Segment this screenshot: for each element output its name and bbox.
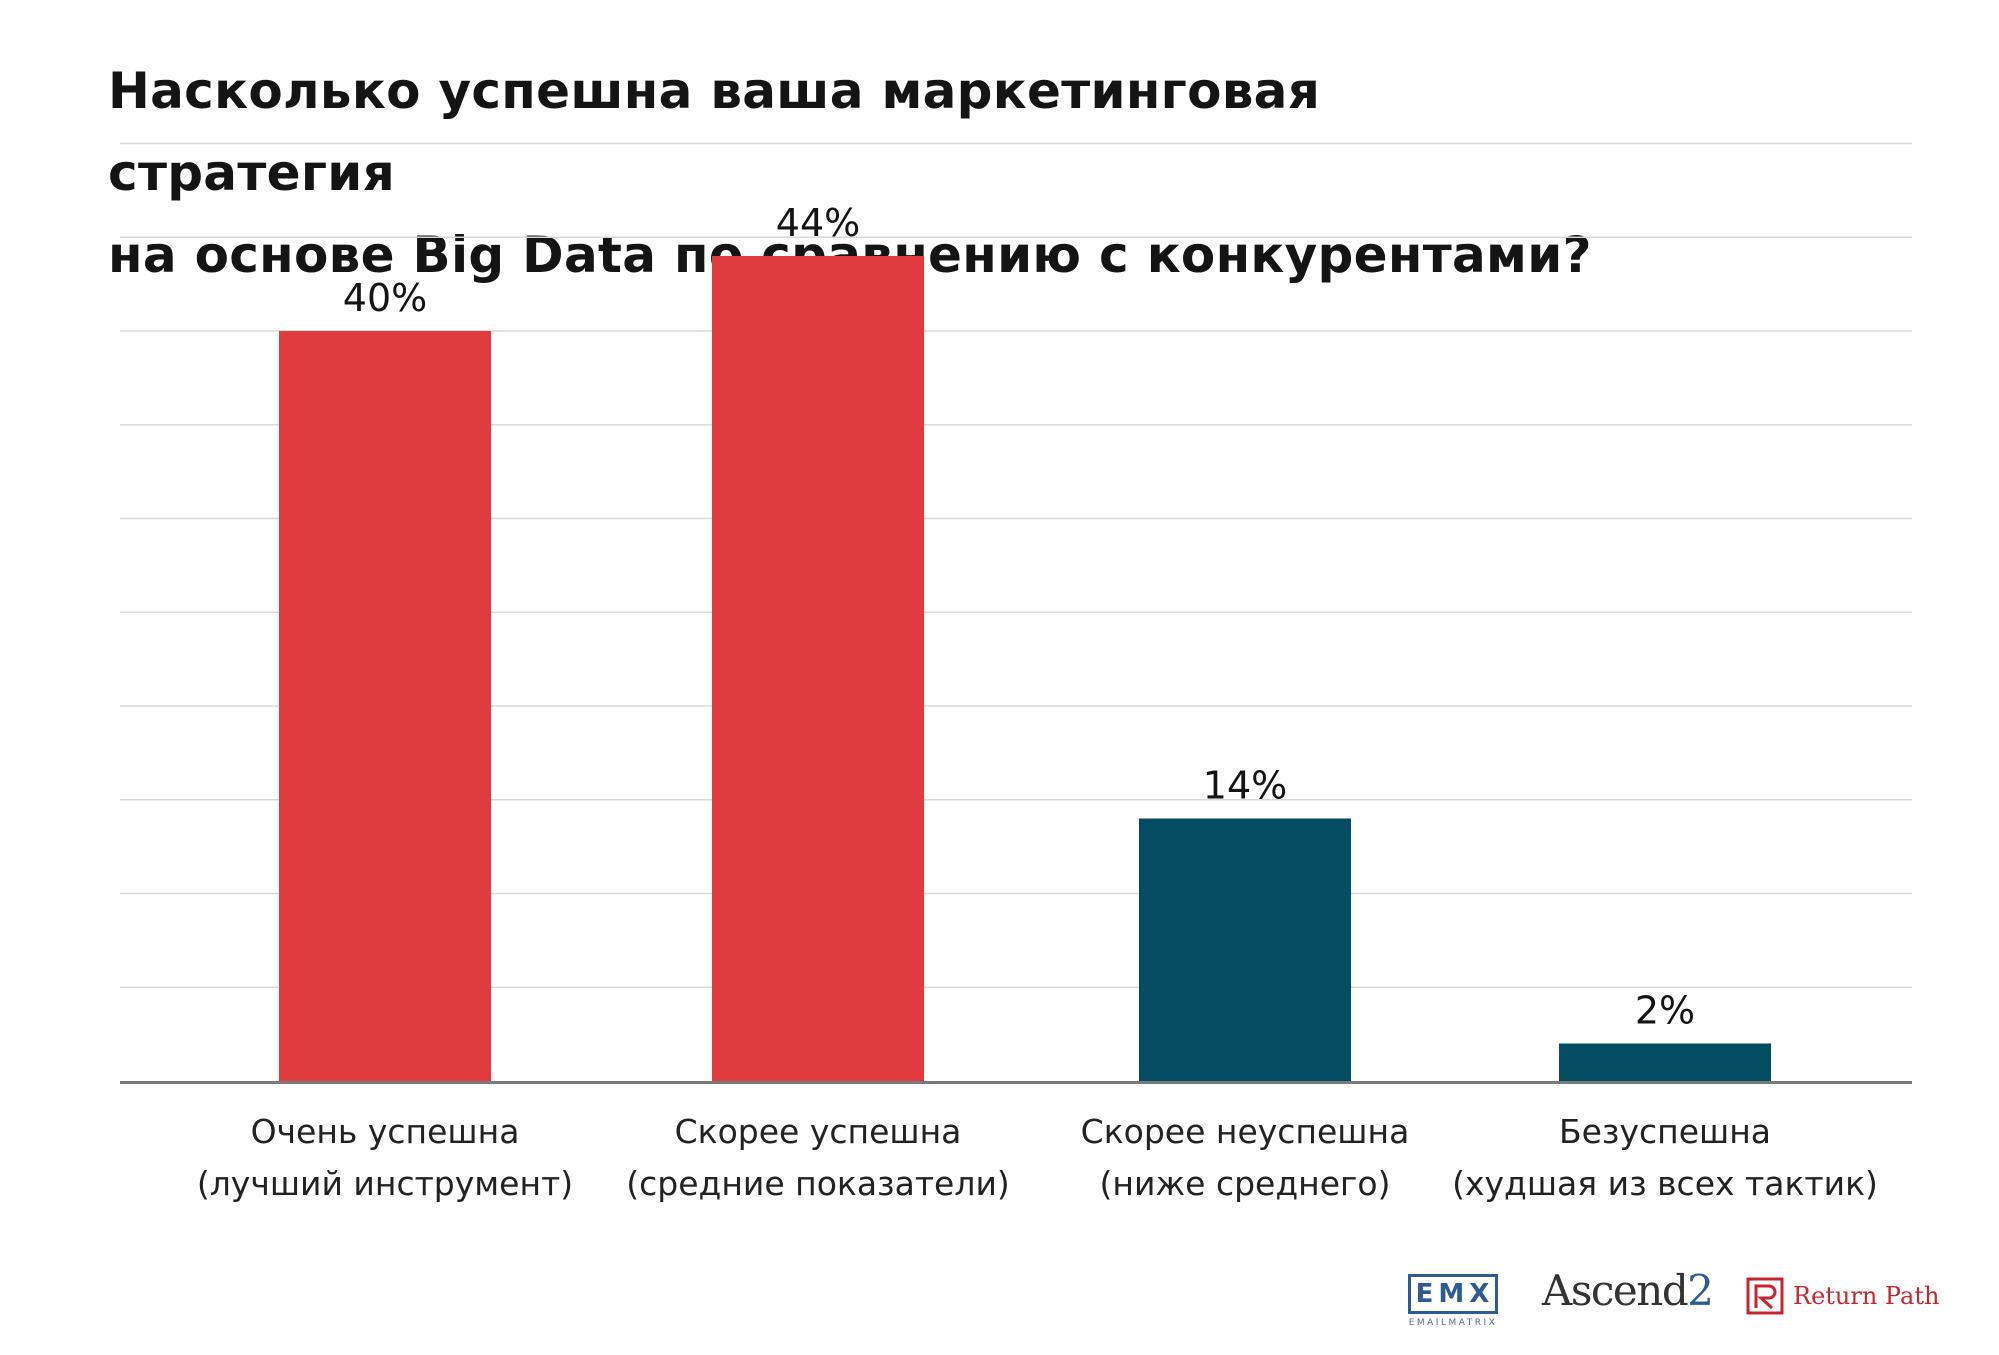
bars <box>279 256 1771 1081</box>
value-label-4: 2% <box>1635 989 1695 1033</box>
category-label-1-line-2: (лучший инструмент) <box>197 1164 573 1203</box>
value-label-2: 44% <box>776 201 860 245</box>
value-label-3: 14% <box>1203 764 1287 808</box>
sponsor-logos: EMX EMAILMATRIX Ascend2 Return Path <box>1400 1260 1960 1330</box>
ascend2-logo-suffix: 2 <box>1687 1266 1714 1315</box>
category-label-1-line-1: Очень успешна <box>251 1112 520 1151</box>
emx-logo-subtitle: EMAILMATRIX <box>1408 1318 1498 1328</box>
category-label-3-line-2: (ниже среднего) <box>1100 1164 1391 1203</box>
category-label-4-line-1: Безуспешна <box>1559 1112 1771 1151</box>
category-label-2-line-1: Скорее успешна <box>675 1112 962 1151</box>
bar-chart: 40% 44% 14% 2% Очень успешна (лучший инструм… <box>120 142 1912 1203</box>
returnpath-icon <box>1746 1277 1784 1315</box>
bar-3 <box>1139 818 1351 1081</box>
chart-title-line-1: Насколько успешна ваша маркетинговая стр… <box>108 62 1321 202</box>
ascend2-logo: Ascend2 <box>1542 1266 1714 1315</box>
category-labels: Очень успешна (лучший инструмент) Скорее у… <box>197 1112 1878 1203</box>
returnpath-logo: Return Path <box>1745 1276 1939 1316</box>
returnpath-logo-name: Return Path <box>1793 1282 1940 1310</box>
bar-4 <box>1559 1043 1771 1081</box>
ascend2-logo-name: Ascend <box>1542 1266 1689 1315</box>
chart-title: Насколько успешна ваша маркетинговая стр… <box>108 50 1608 296</box>
value-labels: 40% 44% 14% 2% <box>343 201 1695 1033</box>
category-label-4-line-2: (худшая из всех тактик) <box>1452 1164 1878 1203</box>
emx-logo-mark: EMX <box>1408 1274 1498 1314</box>
category-label-3-line-1: Скорее неуспешна <box>1081 1112 1410 1151</box>
category-label-2-line-2: (средние показатели) <box>626 1164 1010 1203</box>
bar-2 <box>712 256 924 1081</box>
value-label-1: 40% <box>343 276 427 320</box>
bar-1 <box>279 331 491 1081</box>
emx-logo: EMX EMAILMATRIX <box>1408 1274 1498 1328</box>
